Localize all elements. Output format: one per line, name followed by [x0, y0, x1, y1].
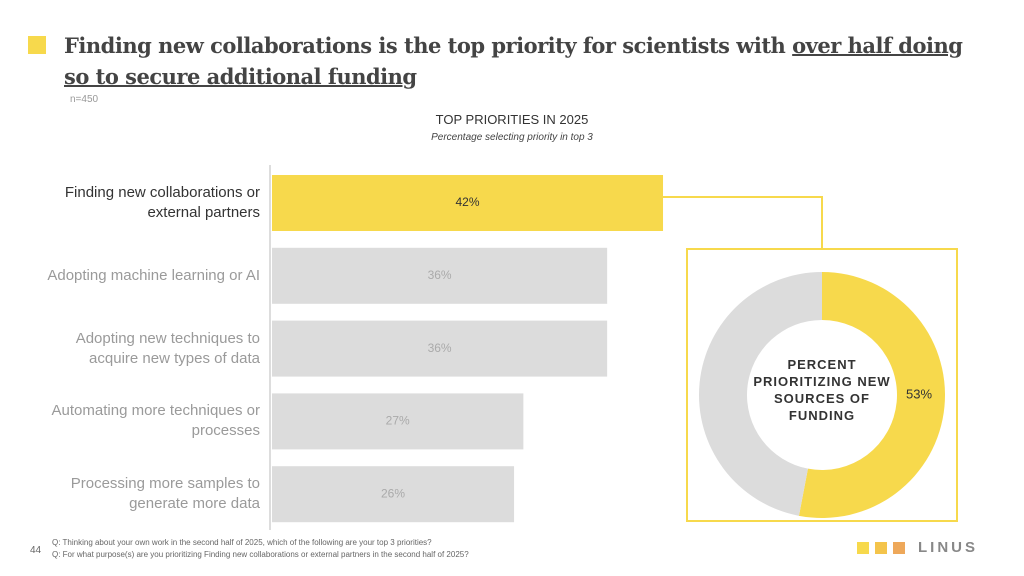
value-label: 26% — [381, 486, 405, 500]
logo-square — [875, 542, 887, 554]
chart-title: TOP PRIORITIES IN 2025 — [435, 112, 589, 127]
question: Q: Thinking about your own work in the s… — [52, 538, 432, 547]
donut-label: PERCENT PRIORITIZING NEW SOURCES OF FUNDING — [742, 356, 902, 424]
slide-title: Finding new collaborations is the top pr… — [64, 30, 994, 92]
donut-label-line: FUNDING — [788, 408, 856, 423]
donut-label-line: PERCENT — [787, 357, 857, 372]
connector — [663, 196, 823, 249]
bar — [272, 320, 608, 377]
category-label: Processing more samples to generate more… — [70, 475, 260, 513]
title-emphasis: over half doing so to secure additional … — [64, 33, 963, 89]
donut-label-line: PRIORITIZING NEW — [753, 374, 891, 389]
category-label: Adopting machine learning or AI — [47, 266, 260, 284]
bar — [272, 393, 524, 450]
donut-segment — [698, 272, 822, 516]
page-number: 44 — [30, 545, 42, 556]
value-label: 36% — [428, 341, 452, 355]
value-label: 36% — [428, 268, 452, 282]
sample-size: n=450 — [70, 94, 99, 105]
logo-square — [857, 542, 869, 554]
logo-square — [893, 542, 905, 554]
bar — [272, 247, 608, 304]
donut-segment — [798, 272, 945, 518]
category-label: Adopting new techniques to acquire new t… — [75, 329, 260, 367]
category-label: Automating more techniques or processes — [51, 402, 260, 440]
title-text: Finding new collaborations is the top pr… — [64, 33, 786, 58]
chart-subtitle: Percentage selecting priority in top 3 — [431, 132, 593, 143]
value-label: 42% — [455, 195, 479, 209]
title-marker — [28, 36, 46, 54]
logo: LINUS — [918, 539, 978, 556]
value-label: 27% — [386, 414, 410, 428]
donut-label-line: SOURCES OF — [774, 391, 870, 406]
bar — [272, 175, 664, 231]
donut-value-label: 53% — [906, 386, 932, 401]
question: Q: For what purpose(s) are you prioritiz… — [52, 550, 469, 559]
bar — [272, 466, 515, 523]
category-label: Finding new collaborations or external p… — [64, 184, 260, 221]
